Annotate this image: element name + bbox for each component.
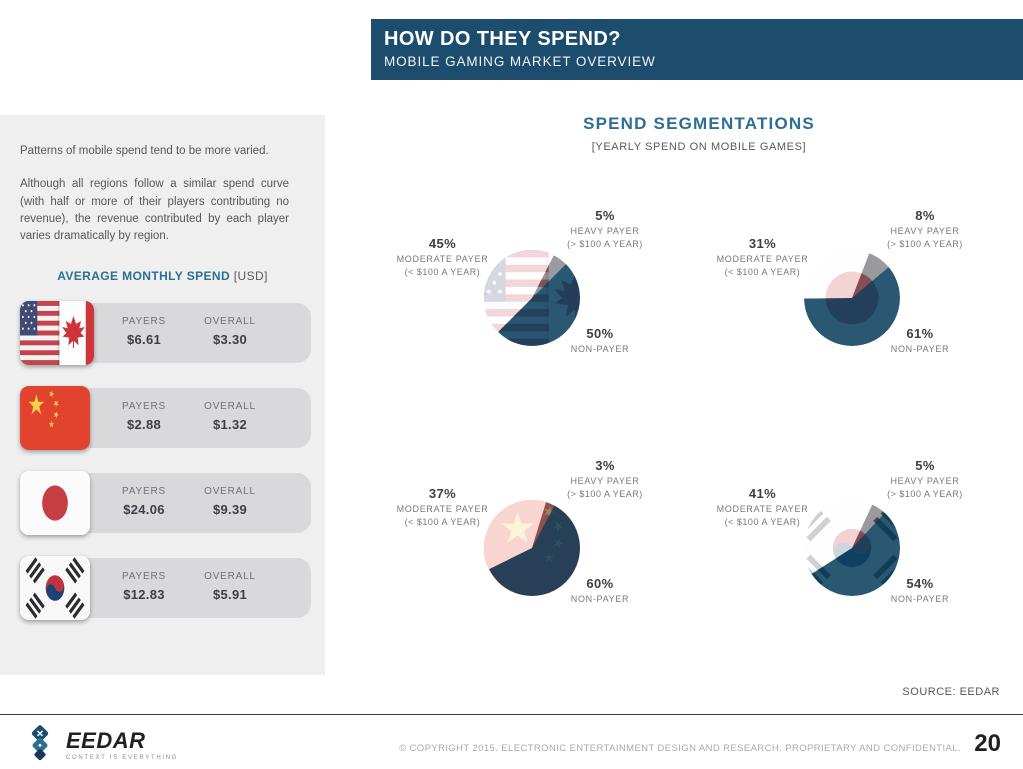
region-row-japan: PAYERS $24.06 OVERALL $9.39 <box>20 471 311 536</box>
label-non-payer: 54% NON-PAYER <box>890 576 950 604</box>
sidebar: Patterns of mobile spend tend to be more… <box>0 115 325 675</box>
overall-label: OVERALL <box>204 316 256 328</box>
payers-label: PAYERS <box>122 486 166 498</box>
payers-value: $12.83 <box>123 587 165 603</box>
overall-value: $1.32 <box>212 417 248 433</box>
pie-chart-south-korea: 41% MODERATE PAYER (< $100 A YEAR) 5% HE… <box>700 450 1010 660</box>
segmentations-heading: SPEND SEGMENTATIONS [YEARLY SPEND ON MOB… <box>375 114 1023 153</box>
label-non-payer: 50% NON-PAYER <box>570 326 630 354</box>
sidebar-text: Patterns of mobile spend tend to be more… <box>0 115 325 245</box>
label-heavy-payer: 5% HEAVY PAYER (> $100 A YEAR) <box>887 458 963 499</box>
eedar-logo-icon <box>31 725 49 761</box>
segmentations-subtitle: [YEARLY SPEND ON MOBILE GAMES] <box>591 141 807 153</box>
label-moderate-payer: 41% MODERATE PAYER (< $100 A YEAR) <box>716 486 809 527</box>
overall-value: $9.39 <box>212 502 248 518</box>
payers-value: $2.88 <box>126 417 162 433</box>
south-korea-flag-icon <box>20 556 90 621</box>
payers-label: PAYERS <box>122 571 166 583</box>
pie-chart-us-canada: 45% MODERATE PAYER (< $100 A YEAR) 5% HE… <box>380 200 690 410</box>
region-row-south-korea: PAYERS $12.83 OVERALL $5.91 <box>20 556 311 621</box>
segmentations-title: SPEND SEGMENTATIONS <box>583 114 815 133</box>
payers-label: PAYERS <box>122 316 166 328</box>
label-moderate-payer: 31% MODERATE PAYER (< $100 A YEAR) <box>716 236 809 277</box>
label-heavy-payer: 5% HEAVY PAYER (> $100 A YEAR) <box>567 208 643 249</box>
slide-header: HOW DO THEY SPEND? MOBILE GAMING MARKET … <box>371 19 1023 80</box>
pie-chart-china: 37% MODERATE PAYER (< $100 A YEAR) 3% HE… <box>380 450 690 660</box>
label-non-payer: 60% NON-PAYER <box>570 576 630 604</box>
region-row-us-canada: PAYERS $6.61 OVERALL $3.30 <box>20 301 311 366</box>
label-heavy-payer: 8% HEAVY PAYER (> $100 A YEAR) <box>887 208 963 249</box>
label-non-payer: 61% NON-PAYER <box>890 326 950 354</box>
overall-value: $3.30 <box>212 332 248 348</box>
overall-label: OVERALL <box>204 571 256 583</box>
overall-label: OVERALL <box>204 401 256 413</box>
eedar-logo: EEDAR CONTEXT IS EVERYTHING <box>20 722 178 766</box>
brand-name: EEDAR <box>66 727 146 753</box>
slide-title: HOW DO THEY SPEND? <box>384 28 621 50</box>
footer-divider <box>0 714 1023 715</box>
payers-value: $24.06 <box>123 502 165 518</box>
overall-value: $5.91 <box>212 587 248 603</box>
slide-subtitle: MOBILE GAMING MARKET OVERVIEW <box>384 54 656 69</box>
sidebar-paragraph: Patterns of mobile spend tend to be more… <box>20 145 269 157</box>
average-monthly-spend-heading: AVERAGE MONTHLY SPEND [USD] <box>0 269 325 283</box>
label-heavy-payer: 3% HEAVY PAYER (> $100 A YEAR) <box>567 458 643 499</box>
region-rows: PAYERS $6.61 OVERALL $3.30 <box>20 301 311 621</box>
region-row-china: PAYERS $2.88 OVERALL $1.32 <box>20 386 311 451</box>
label-moderate-payer: 37% MODERATE PAYER (< $100 A YEAR) <box>396 486 489 527</box>
overall-label: OVERALL <box>204 486 256 498</box>
japan-flag-icon <box>20 471 90 536</box>
page-number: 20 <box>974 730 1001 757</box>
brand-tagline: CONTEXT IS EVERYTHING <box>66 754 179 761</box>
pie-japan <box>804 250 900 346</box>
pie-us-canada <box>484 250 580 346</box>
pie-china <box>484 500 580 596</box>
sidebar-paragraph: Although all regions follow a similar sp… <box>20 178 289 242</box>
china-flag-icon <box>20 386 90 451</box>
source-text: SOURCE: EEDAR <box>902 686 1000 698</box>
spend-pill: PAYERS $2.88 OVERALL $1.32 <box>36 388 311 449</box>
copyright-text: © COPYRIGHT 2015. ELECTRONIC ENTERTAINME… <box>399 743 961 754</box>
payers-value: $6.61 <box>126 332 162 348</box>
heading-text: AVERAGE MONTHLY SPEND <box>57 269 231 284</box>
us-canada-flag-icon <box>20 301 94 366</box>
pie-chart-japan: 31% MODERATE PAYER (< $100 A YEAR) 8% HE… <box>700 200 1010 410</box>
heading-unit: [USD] <box>233 269 268 284</box>
label-moderate-payer: 45% MODERATE PAYER (< $100 A YEAR) <box>396 236 489 277</box>
payers-label: PAYERS <box>122 401 166 413</box>
pie-south-korea <box>804 500 900 596</box>
